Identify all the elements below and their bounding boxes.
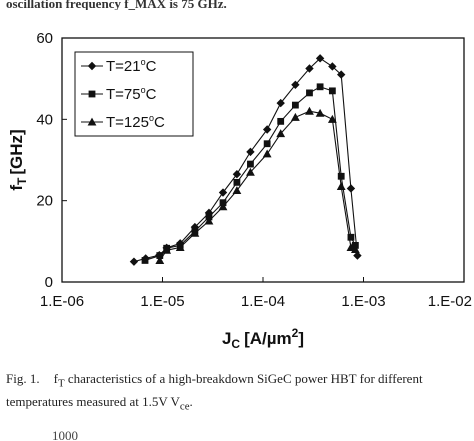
y-axis-title: fT[GHz] [7, 129, 29, 190]
legend-marker [87, 61, 97, 71]
legend-marker [87, 117, 97, 126]
data-point [277, 117, 285, 125]
data-point [232, 170, 242, 179]
data-point [328, 87, 336, 95]
data-point [328, 62, 337, 71]
data-point [347, 233, 355, 241]
x-tick-label: 1.E-04 [241, 293, 285, 310]
data-point [204, 216, 214, 225]
data-point [305, 106, 314, 115]
y-tick-label: 20 [36, 193, 53, 210]
caption-sub-1: T [57, 377, 65, 390]
data-point [336, 182, 346, 190]
figure-caption: Fig. 1. fT characteristics of a high-brea… [6, 370, 468, 415]
y-tick-label: 0 [45, 274, 53, 291]
data-point [305, 64, 314, 73]
data-point [337, 70, 346, 79]
y-tick-label: 40 [36, 111, 53, 128]
legend-entry: T=125oC [81, 113, 165, 131]
data-point [155, 256, 165, 264]
data-point [156, 252, 164, 259]
legend: T=21oC T=75oC T=125oC [74, 51, 194, 137]
data-point [346, 184, 356, 193]
data-point [306, 89, 313, 97]
data-point [218, 188, 228, 197]
data-point [246, 167, 255, 176]
data-point [247, 160, 254, 168]
data-point [246, 147, 255, 157]
data-point [276, 98, 285, 108]
data-point [276, 129, 286, 138]
data-point [291, 101, 299, 109]
legend-label: T=125oC [106, 113, 165, 131]
x-axis-ticks: 1.E-06 1.E-05 1.E-04 1.E-03 1.E-02 [40, 277, 472, 310]
x-tick-label: 1.E-06 [40, 293, 84, 310]
caption-text-1: f [53, 371, 58, 386]
legend-entry: T=75oC [81, 85, 157, 103]
data-point [291, 80, 300, 89]
caption-label: Fig. 1. [6, 371, 40, 386]
data-point [346, 243, 356, 251]
bottom-text-fragment: 1000 [52, 428, 78, 441]
data-point [353, 251, 362, 260]
data-point [327, 114, 337, 123]
data-point [315, 54, 325, 63]
x-axis-title: JC [A/µm2] [222, 326, 304, 351]
x-tick-label: 1.E-02 [428, 293, 472, 310]
series-layer [129, 54, 362, 266]
data-point [175, 243, 185, 251]
x-tick-label: 1.E-03 [341, 293, 385, 310]
data-point [337, 172, 345, 180]
ft-vs-jc-chart: 0 20 40 60 1.E-06 1.E-05 1.E-04 1.E-03 1.E-02 T… [7, 30, 472, 351]
x-tick-label: 1.E-05 [140, 293, 184, 310]
data-point [262, 149, 272, 158]
data-point [141, 257, 149, 264]
legend-marker [88, 90, 96, 98]
data-point [232, 186, 242, 195]
data-point [233, 178, 241, 186]
series-triangle [155, 106, 360, 264]
data-point [129, 257, 139, 266]
legend-label: T=75oC [106, 85, 157, 103]
data-point [350, 245, 360, 253]
data-point [290, 112, 300, 121]
data-point [316, 83, 324, 91]
data-point [218, 202, 228, 211]
data-point [263, 140, 271, 148]
legend-entry: T=21oC [81, 57, 157, 75]
y-axis-ticks: 0 20 40 60 [36, 30, 67, 291]
caption-text-3: . [189, 393, 193, 409]
header-text-fragment: oscillation frequency f_MAX is 75 GHz. [6, 0, 227, 10]
legend-label: T=21oC [106, 57, 157, 75]
caption-text-2: characteristics of a high-breakdown SiGe… [6, 371, 423, 409]
y-tick-label: 60 [36, 30, 53, 47]
data-point [162, 245, 172, 254]
caption-sub-2: ce [179, 400, 190, 413]
data-point [315, 108, 325, 117]
data-point [190, 228, 200, 237]
data-point [262, 125, 272, 134]
